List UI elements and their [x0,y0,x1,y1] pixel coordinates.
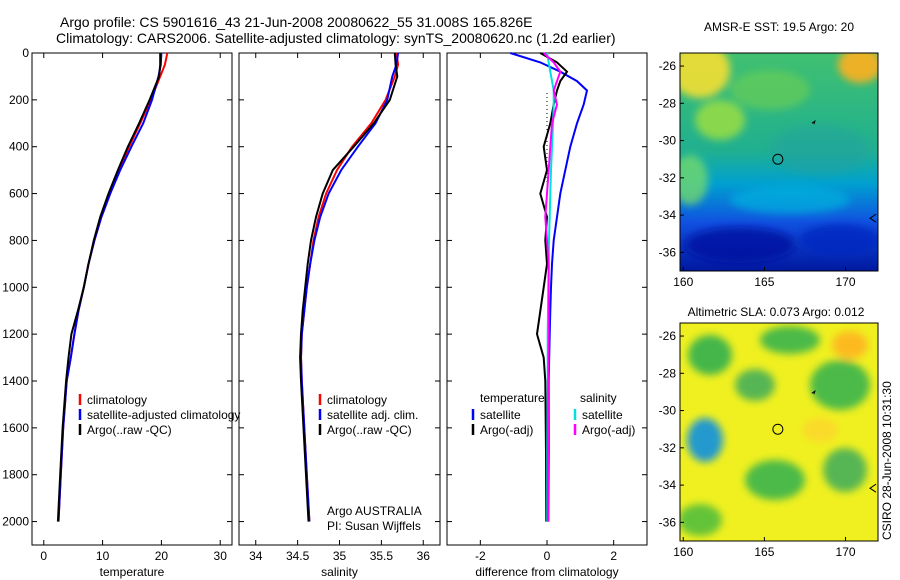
y-tick-label: 1000 [2,280,29,294]
legend-title: temperature [480,391,545,405]
series-line [299,52,400,522]
profile-panel-1: 0 10 20 30 0 200 400 600 800 1000 1200 1400 1600 1800… [2,46,240,579]
argo-float-marker [772,153,784,165]
y-tick-label: 800 [9,233,29,247]
sla-map-title: Altimetric SLA: 0.073 Argo: 0.012 [688,305,865,319]
axes-box [31,52,233,546]
legend-label: Argo(..raw -QC) [327,423,412,437]
legend-label: satellite [480,408,521,422]
x-tick-label: 160 [673,545,693,559]
figure-title-line2: Climatology: CARS2006. Satellite-adjuste… [56,30,616,46]
x-tick-label: 20 [155,549,169,563]
x-tick-label: 2 [610,549,617,563]
series-line [56,53,162,522]
side-timestamp-label: CSIRO 28-Jun-2008 10:31:30 [880,381,894,540]
series-line [57,52,169,522]
x-tick-label: 165 [754,275,774,289]
edge-arrow-mark [869,213,877,223]
annotation-text: PI: Susan Wijffels [327,519,421,533]
x-tick-label: 165 [754,545,774,559]
y-tick-label: -28 [659,96,677,110]
series-line [535,52,569,522]
series-line [299,52,400,522]
argo-float-marker [772,423,784,435]
y-tick-label: 400 [9,140,29,154]
sst-map: AMSR-E SST: 19.5 Argo: 20 160 165 170 -26 -2… [659,20,879,289]
legend-label: Argo(-adj) [480,423,533,437]
y-tick-label: 1800 [2,468,29,482]
legend-label: satellite adj. clim. [327,408,418,422]
sla-map: Altimetric SLA: 0.073 Argo: 0.012 160 165… [659,305,879,559]
y-tick-label: -30 [659,134,677,148]
figure-title-line1: Argo profile: CS 5901616_43 21-Jun-2008 … [60,14,533,30]
x-tick-label: 160 [673,275,693,289]
y-tick-label: -28 [659,366,677,380]
x-tick-label: 0 [40,549,47,563]
edge-arrow-mark [869,483,877,493]
x-tick-label: -2 [475,549,486,563]
legend-label: satellite [582,408,623,422]
x-tick-label: 10 [96,549,110,563]
x-tick-label: 34 [249,549,263,563]
y-tick-label: -26 [659,329,677,343]
y-tick-label: -32 [659,441,677,455]
y-tick-label: 1400 [2,374,29,388]
y-tick-label: 1600 [2,421,29,435]
legend-label: climatology [87,393,147,407]
series-line [543,52,562,522]
x-tick-label: 35.5 [370,549,394,563]
y-tick-label: 1200 [2,327,29,341]
y-tick-label: 0 [22,46,29,60]
annotation-text: Argo AUSTRALIA [327,504,422,518]
profile-panel-2: 34 34.5 35 35.5 36 salinity climatologysatelli… [238,52,441,579]
x-tick-label: 30 [214,549,228,563]
series-line [299,52,399,522]
y-tick-label: -34 [659,208,677,222]
y-tick-label: -26 [659,59,677,73]
x-axis-label: salinity [321,565,358,579]
y-tick-label: -34 [659,478,677,492]
series-line [57,52,163,522]
legend-label: Argo(..raw -QC) [87,423,172,437]
legend-title: salinity [580,391,617,405]
axes-box [238,52,441,546]
x-tick-label: 36 [417,549,431,563]
trajectory-mark [811,119,816,125]
y-tick-label: 2000 [2,515,29,529]
x-tick-label: 35 [333,549,347,563]
trajectory-mark [811,389,816,395]
x-tick-label: 0 [544,549,551,563]
y-tick-label: -36 [659,245,677,259]
profile-panel-3: -2 0 2 difference from climatology temperatu… [446,52,648,579]
legend-label: climatology [327,393,387,407]
x-tick-label: 34.5 [286,549,310,563]
y-tick-label: -36 [659,515,677,529]
sst-map-title: AMSR-E SST: 19.5 Argo: 20 [704,20,854,34]
x-axis-label: difference from climatology [475,565,618,579]
x-tick-label: 170 [836,545,856,559]
y-tick-label: 600 [9,187,29,201]
y-tick-label: -30 [659,404,677,418]
y-tick-label: 200 [9,93,29,107]
y-tick-label: -32 [659,171,677,185]
legend-label: satellite-adjusted climatology [87,408,240,422]
legend-label: Argo(-adj) [582,423,635,437]
x-axis-label: temperature [100,565,165,579]
x-tick-label: 170 [836,275,856,289]
